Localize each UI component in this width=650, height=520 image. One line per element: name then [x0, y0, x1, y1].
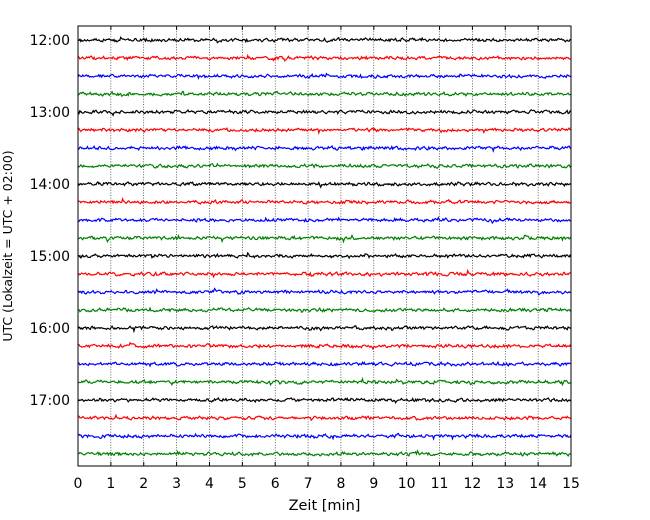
x-tick-label: 11 — [431, 476, 449, 492]
x-tick-label: 7 — [304, 476, 313, 492]
y-tick-label: 13:00 — [30, 105, 70, 121]
trace-1730 — [77, 432, 572, 441]
x-axis-label: Zeit [min] — [289, 498, 361, 514]
trace-1400 — [77, 181, 572, 189]
y-tick-label: 16:00 — [30, 321, 70, 337]
trace-1215 — [77, 53, 572, 62]
x-axis-ticks: 0 1 2 3 4 5 6 7 8 9 10 11 12 13 14 15 — [74, 26, 580, 492]
y-tick-label: 17:00 — [30, 393, 70, 409]
y-axis-ticks: 12:00 13:00 14:00 15:00 16:00 17:00 — [30, 33, 82, 409]
trace-1330 — [77, 145, 572, 153]
trace-1630 — [77, 360, 572, 368]
x-tick-label: 8 — [336, 476, 345, 492]
trace-1700 — [77, 396, 572, 404]
y-axis-label: UTC (Lokalzeit = UTC + 02:00) — [0, 150, 15, 341]
grid-lines — [110, 26, 539, 466]
trace-1200 — [77, 35, 572, 44]
trace-1545 — [77, 306, 572, 314]
trace-1415 — [77, 196, 572, 205]
x-tick-label: 5 — [238, 476, 247, 492]
y-tick-label: 15:00 — [30, 249, 70, 265]
plot-frame — [77, 25, 572, 467]
x-tick-label: 13 — [496, 476, 514, 492]
trace-1315 — [77, 127, 572, 136]
y-tick-label: 14:00 — [30, 177, 70, 193]
trace-1600 — [77, 325, 572, 334]
trace-1230 — [77, 72, 572, 80]
x-tick-label: 3 — [172, 476, 181, 492]
x-tick-label: 12 — [463, 476, 481, 492]
trace-1445 — [77, 233, 572, 244]
x-tick-label: 1 — [106, 476, 115, 492]
trace-1645 — [77, 376, 572, 387]
trace-1245 — [77, 90, 572, 97]
trace-1300 — [77, 108, 572, 117]
seismogram-traces — [77, 35, 572, 458]
x-tick-label: 4 — [205, 476, 214, 492]
trace-1530 — [77, 287, 572, 296]
trace-1345 — [77, 162, 572, 169]
x-tick-label: 15 — [562, 476, 580, 492]
x-tick-label: 10 — [398, 476, 416, 492]
x-tick-label: 2 — [139, 476, 148, 492]
trace-1715 — [77, 413, 572, 422]
trace-1615 — [77, 341, 572, 351]
trace-1745 — [77, 449, 572, 458]
x-tick-label: 6 — [271, 476, 280, 492]
trace-1515 — [77, 268, 572, 279]
trace-1430 — [77, 216, 572, 225]
x-tick-label: 14 — [529, 476, 547, 492]
x-tick-label: 0 — [74, 476, 83, 492]
x-tick-label: 9 — [369, 476, 378, 492]
trace-1500 — [77, 251, 572, 260]
y-tick-label: 12:00 — [30, 33, 70, 49]
